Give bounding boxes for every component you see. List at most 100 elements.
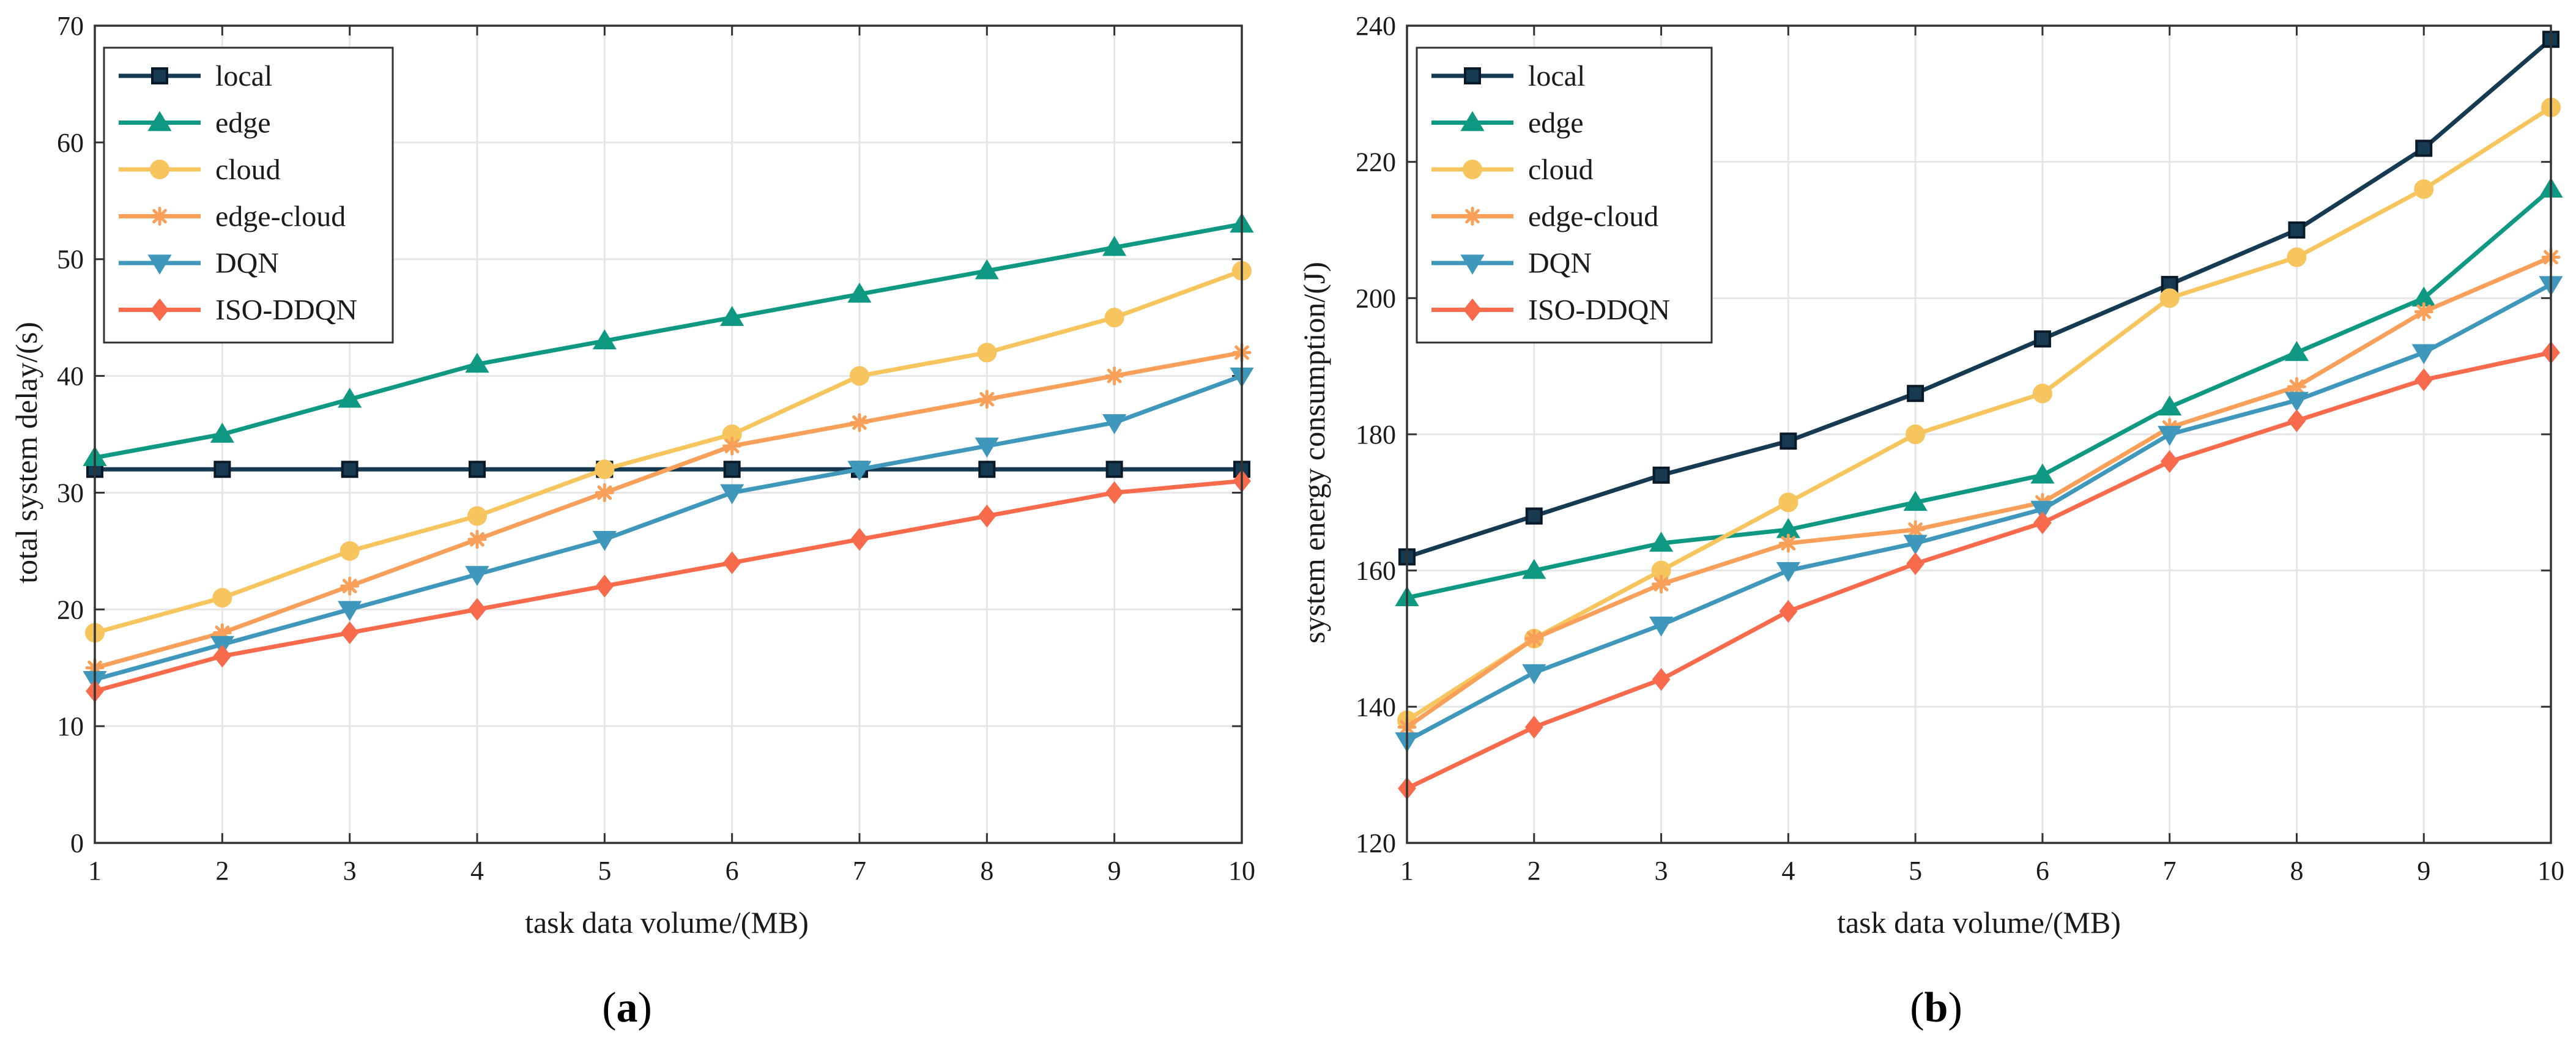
data-point: [978, 504, 997, 528]
data-point: [1105, 461, 1123, 478]
y-tick-label: 70: [57, 11, 84, 41]
data-point: [467, 506, 487, 526]
legend-label: DQN: [1528, 247, 1592, 280]
x-tick-label: 7: [2163, 856, 2177, 886]
x-tick-label: 6: [2036, 856, 2049, 886]
data-point: [2158, 426, 2182, 446]
data-point: [1778, 492, 1798, 513]
data-point: [977, 343, 997, 363]
data-point: [1906, 552, 1925, 576]
panel-caption: (a): [602, 984, 652, 1031]
legend-label: DQN: [215, 247, 279, 280]
x-tick-label: 8: [2290, 856, 2303, 886]
x-tick-label: 4: [1781, 856, 1795, 886]
data-point: [212, 588, 232, 608]
data-point: [469, 461, 486, 478]
legend: local edge cloud edge-cloud DQN ISO-DDQN: [1416, 46, 1713, 344]
series-line: [94, 269, 1243, 635]
data-point: [465, 352, 489, 373]
x-tick-label: 3: [343, 856, 357, 886]
data-point: [2158, 395, 2182, 416]
y-tick-label: 40: [57, 362, 84, 391]
series-edge: [83, 212, 1254, 466]
legend-item: ISO-DDQN: [119, 294, 357, 327]
data-point: [2284, 341, 2309, 362]
legend-item: edge: [119, 107, 271, 139]
data-point: [2411, 344, 2436, 365]
data-point: [2287, 247, 2307, 267]
x-tick-label: 1: [1400, 856, 1414, 886]
data-point: [1522, 664, 1546, 684]
data-point: [2284, 391, 2309, 412]
data-point: [340, 576, 360, 596]
data-point: [2030, 500, 2055, 521]
data-point: [2287, 377, 2306, 396]
y-tick-label: 10: [57, 711, 84, 741]
data-point: [2414, 302, 2433, 322]
y-tick-label: 50: [57, 245, 84, 275]
legend-label: local: [1528, 60, 1585, 92]
series-line: [94, 350, 1242, 670]
x-tick-label: 4: [470, 856, 484, 886]
series-line: [1406, 350, 2552, 791]
legend-label: ISO-DDQN: [1528, 294, 1670, 327]
data-point: [592, 531, 617, 551]
y-tick-label: 200: [1356, 283, 1396, 313]
data-point: [338, 387, 362, 408]
y-tick-label: 180: [1356, 420, 1396, 450]
legend-box: [1416, 46, 1713, 344]
data-point: [2033, 330, 2051, 348]
data-point: [977, 390, 997, 409]
legend-label: edge-cloud: [215, 201, 346, 233]
data-point: [592, 329, 617, 350]
series-line: [1406, 37, 2553, 559]
data-point: [213, 645, 232, 668]
data-point: [1649, 532, 1674, 552]
data-point: [1778, 533, 1798, 553]
legend-item: DQN: [1431, 247, 1592, 280]
data-point: [2287, 409, 2306, 432]
y-tick-label: 220: [1356, 147, 1396, 177]
series-iso-ddqn: [1398, 341, 2560, 800]
data-point: [2288, 221, 2306, 239]
y-tick-label: 240: [1356, 11, 1396, 41]
y-tick-label: 20: [57, 595, 84, 625]
y-tick-label: 0: [70, 828, 84, 858]
y-axis-label: system energy consumption/(J): [1297, 262, 1331, 644]
data-point: [468, 598, 486, 621]
data-point: [847, 461, 872, 481]
data-point: [340, 621, 359, 645]
legend-marker: [147, 111, 172, 132]
data-point: [1903, 535, 1928, 555]
axes-frame: [94, 24, 1243, 844]
legend-item: ISO-DDQN: [1431, 294, 1670, 327]
y-tick-label: 140: [1356, 692, 1396, 722]
y-tick-label: 30: [57, 478, 84, 508]
legend-marker: [1460, 111, 1485, 132]
data-point: [2030, 463, 2055, 484]
axes-frame: [1406, 24, 2552, 844]
data-point: [1525, 507, 1543, 525]
data-point: [850, 528, 869, 551]
legend-box: [103, 46, 394, 344]
y-tick-label: 60: [57, 128, 84, 158]
y-axis-label: total system delay/(s): [9, 322, 43, 584]
series-cloud: [85, 261, 1252, 643]
x-tick-label: 9: [1108, 856, 1121, 886]
data-point: [1652, 668, 1671, 691]
data-point: [1906, 425, 1926, 444]
data-point: [467, 530, 487, 549]
legend-label: cloud: [215, 154, 281, 186]
legend-marker: [151, 67, 168, 84]
legend-marker: [1463, 298, 1482, 322]
legend-marker: [150, 207, 169, 226]
data-point: [210, 423, 234, 443]
x-tick-label: 7: [853, 856, 866, 886]
data-point: [340, 541, 360, 561]
data-point: [2415, 139, 2433, 157]
data-point: [974, 437, 999, 458]
legend-marker: [1463, 160, 1482, 179]
data-point: [2414, 179, 2434, 199]
data-point: [465, 566, 489, 586]
